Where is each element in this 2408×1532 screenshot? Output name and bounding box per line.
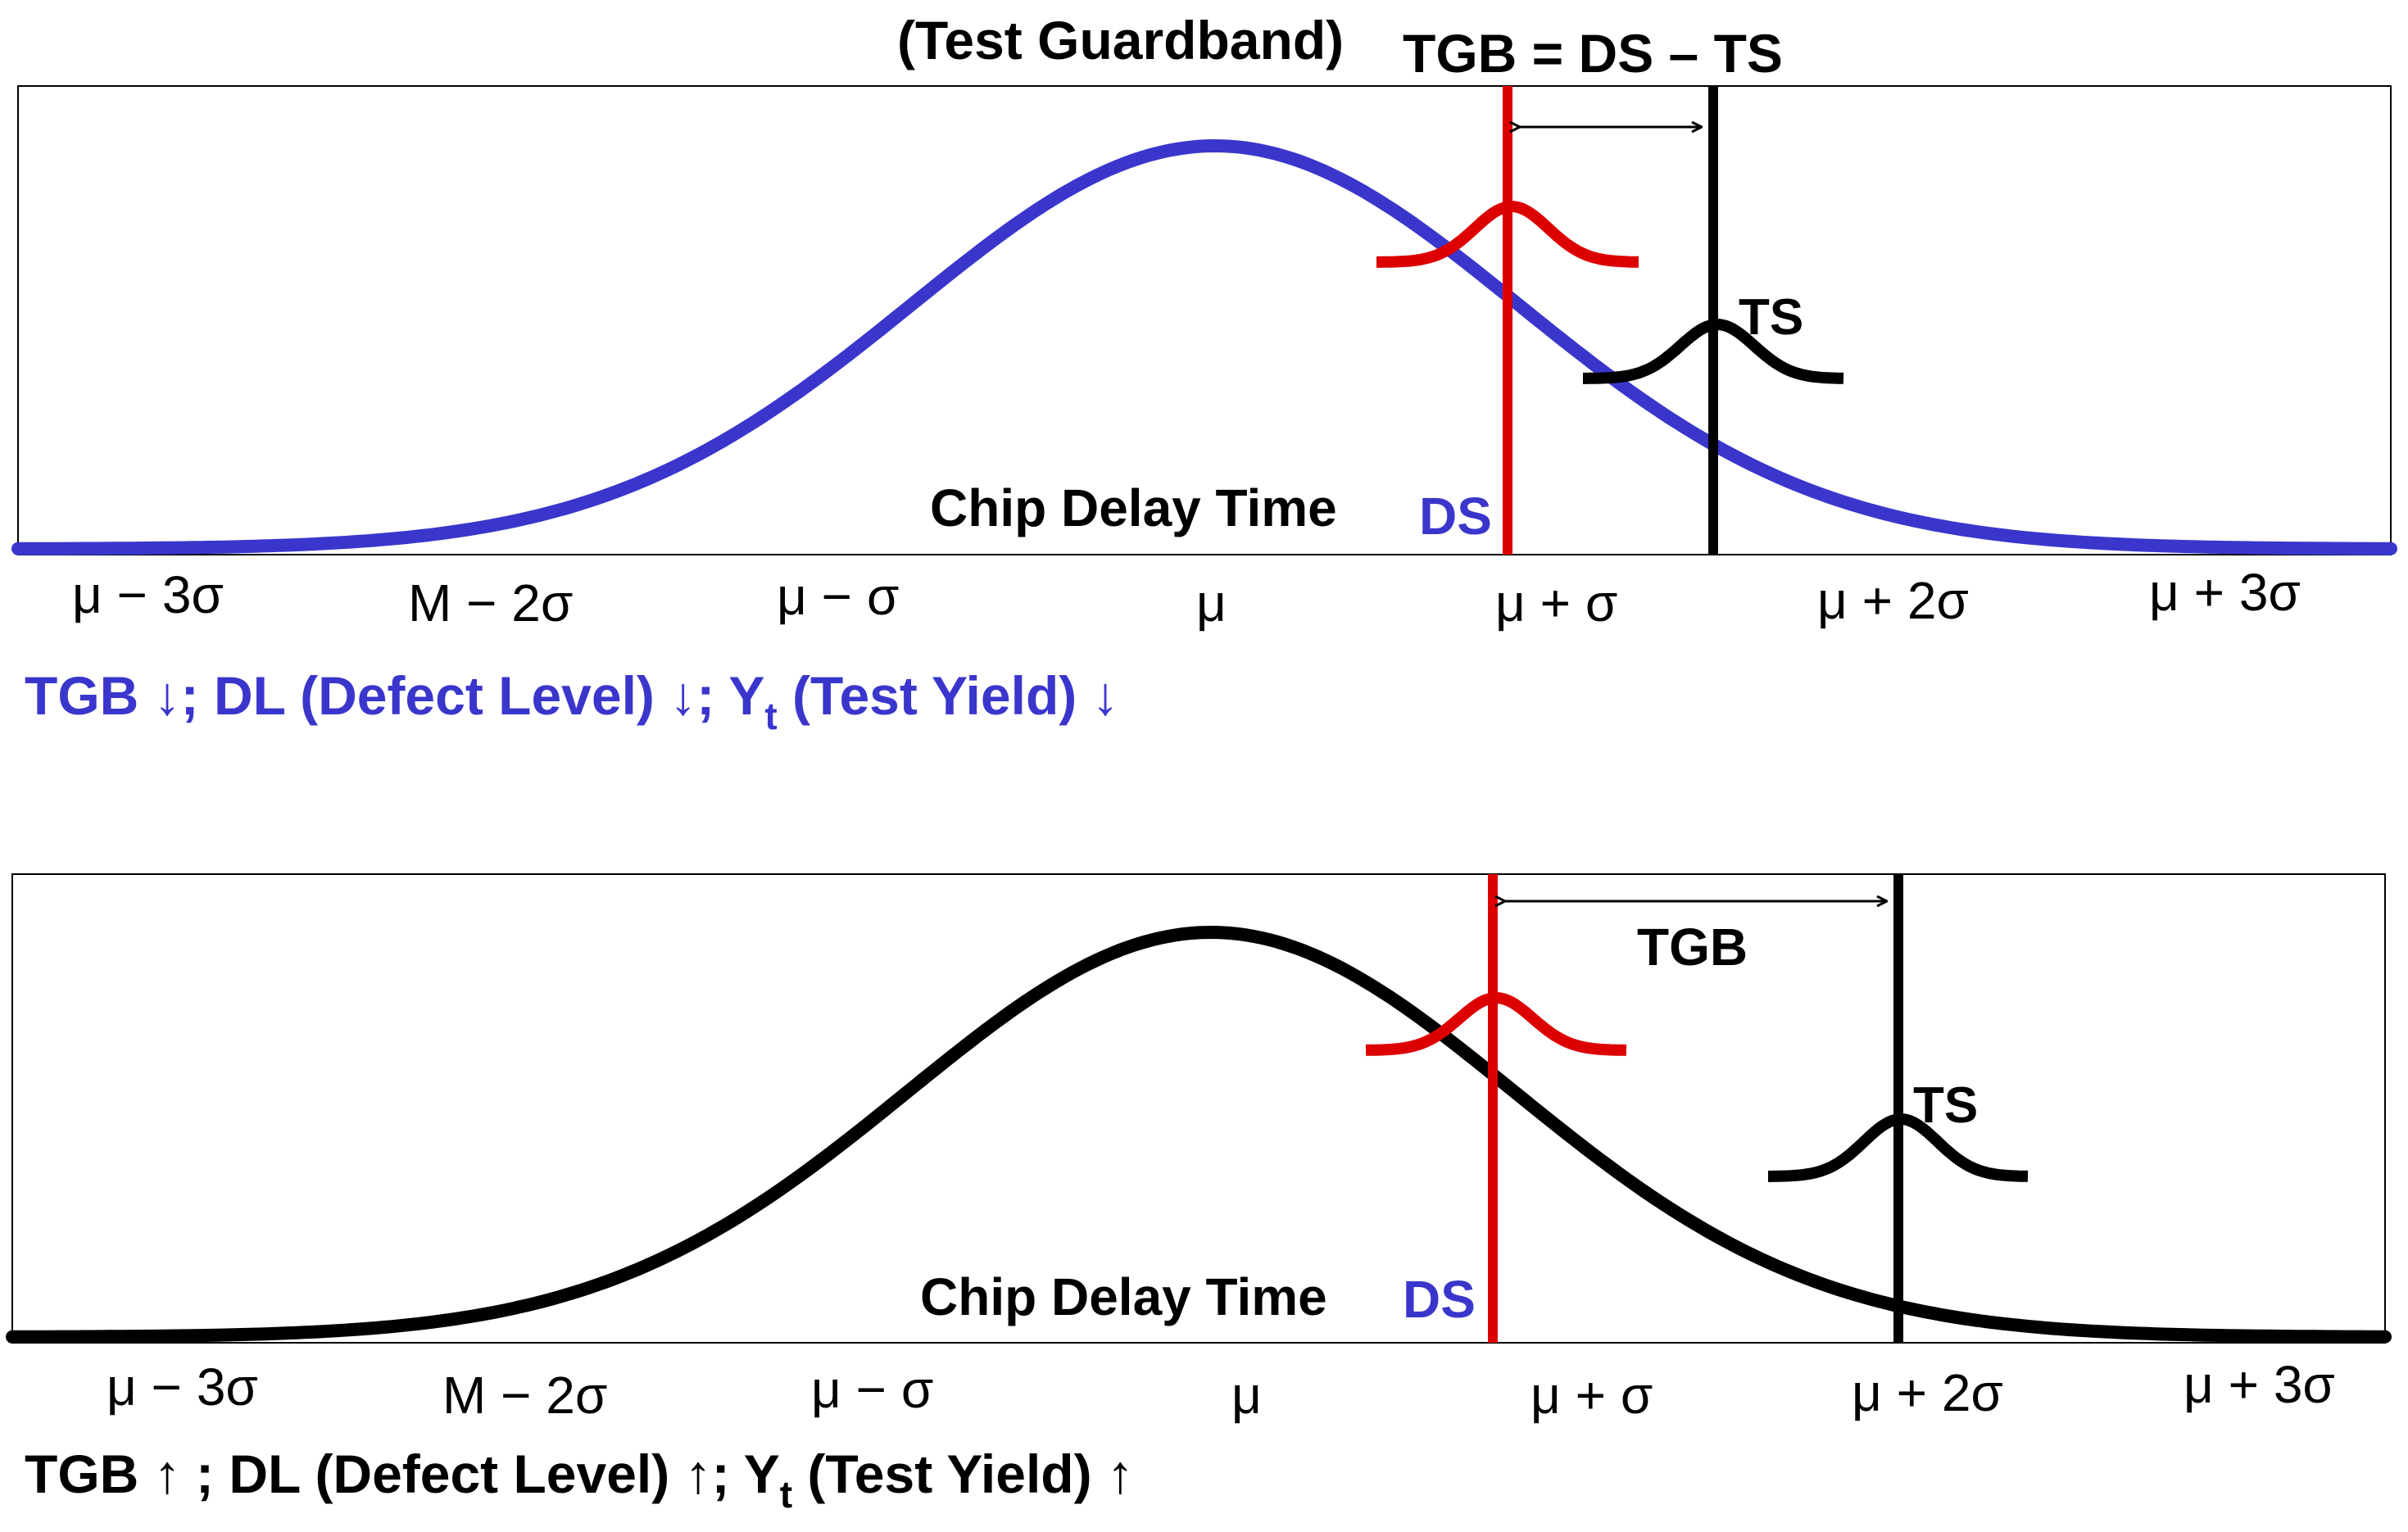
- tick-label: μ + σ: [1495, 573, 1617, 632]
- ds-distribution-bump: [1365, 991, 1627, 1056]
- ts-label: TS: [1913, 1077, 1978, 1134]
- summary-yt-rest: (Test Yield) ↑: [792, 1444, 1134, 1504]
- curve-label: Chip Delay Time: [930, 478, 1337, 537]
- summary-yt-rest: (Test Yield) ↓: [778, 665, 1119, 726]
- summary-line: TGB ↓; DL (Defect Level) ↓; Yt (Test Yie…: [25, 665, 1119, 737]
- axis-ticks: μ − 3σ M − 2σ μ − σ μ μ + σ μ + 2σ μ + 3…: [107, 1355, 2335, 1425]
- panel-frame: [11, 873, 2386, 1344]
- tick-label: M − 2σ: [408, 573, 573, 632]
- summary-yt: ; Y: [712, 1444, 780, 1504]
- tgb-equation: TGB = DS – TS: [1403, 23, 1783, 84]
- summary-dl: ; DL (Defect Level) ↑: [196, 1444, 712, 1504]
- tick-label: μ + 2σ: [1852, 1363, 2003, 1422]
- curve-label: Chip Delay Time: [920, 1267, 1327, 1326]
- ts-distribution-bump: [1583, 318, 1844, 384]
- tick-label: μ − σ: [777, 567, 899, 626]
- summary-tgb: TGB ↑: [25, 1444, 196, 1504]
- ds-label: DS: [1419, 487, 1492, 546]
- tgb-label: TGB: [1637, 918, 1748, 977]
- tick-label: μ − 3σ: [107, 1357, 258, 1416]
- tick-label: μ: [1196, 573, 1227, 632]
- summary-yt-sub: t: [780, 1473, 792, 1516]
- summary-tgb: TGB ↓: [25, 665, 181, 726]
- guardband-title: (Test Guardband): [897, 10, 1344, 70]
- tick-label: μ − σ: [811, 1360, 933, 1419]
- panel-bottom: TGB TS Chip Delay Time DS μ − 3σ M − 2σ …: [6, 873, 2392, 1516]
- ts-distribution-bump: [1768, 1113, 2029, 1182]
- tick-label: μ + 3σ: [2184, 1355, 2335, 1414]
- tick-label: μ + σ: [1531, 1366, 1653, 1425]
- tick-label: μ + 2σ: [1817, 571, 1969, 630]
- panel-frame: [17, 85, 2392, 555]
- tick-label: μ: [1231, 1366, 1262, 1425]
- panel-top: TS Chip Delay Time DS μ − 3σ M − 2σ μ − …: [11, 85, 2397, 737]
- summary-dl: ; DL (Defect Level) ↓: [181, 665, 697, 726]
- tick-label: μ − 3σ: [72, 565, 224, 624]
- delay-distribution-curve: [11, 138, 2397, 555]
- summary-yt-sub: t: [764, 695, 777, 737]
- axis-ticks: μ − 3σ M − 2σ μ − σ μ μ + σ μ + 2σ μ + 3…: [72, 563, 2301, 632]
- ts-label: TS: [1739, 289, 1803, 346]
- tick-label: μ + 3σ: [2149, 563, 2301, 622]
- summary-yt: ; Y: [696, 665, 764, 726]
- delay-distribution-curve: [6, 925, 2392, 1344]
- ds-distribution-bump: [1376, 200, 1639, 268]
- ds-label: DS: [1403, 1270, 1476, 1329]
- tick-label: M − 2σ: [442, 1366, 607, 1425]
- summary-line: TGB ↑ ; DL (Defect Level) ↑; Yt (Test Yi…: [25, 1444, 1134, 1516]
